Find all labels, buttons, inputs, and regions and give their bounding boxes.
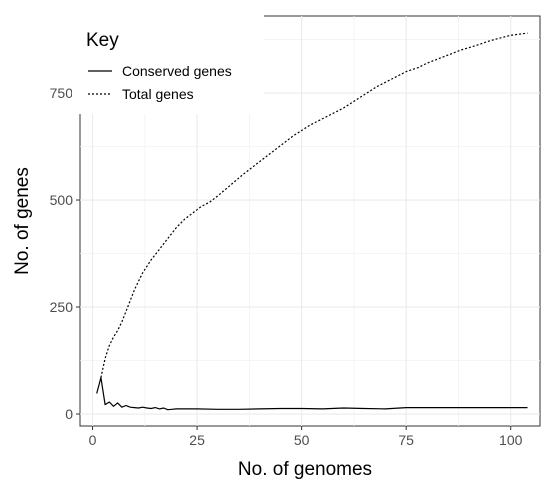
y-tick-label: 250 <box>50 299 74 315</box>
x-tick-label: 75 <box>398 432 414 448</box>
legend-background <box>72 14 264 114</box>
axes: 0 25 50 75 100 0 250 500 750 <box>50 85 523 448</box>
legend: Key Conserved genes Total genes <box>72 14 264 114</box>
legend-label-conserved: Conserved genes <box>122 63 232 79</box>
series-lines <box>96 32 528 411</box>
legend-label-total: Total genes <box>122 86 194 102</box>
legend-title: Key <box>86 30 119 51</box>
total-genes-line <box>100 32 528 378</box>
y-tick-label: 0 <box>65 406 73 422</box>
y-axis-title: No. of genes <box>12 167 33 275</box>
y-tick-label: 500 <box>50 192 74 208</box>
y-tick-label: 750 <box>50 85 74 101</box>
x-tick-label: 100 <box>499 432 523 448</box>
conserved-genes-line <box>96 377 528 411</box>
x-tick-label: 0 <box>89 432 97 448</box>
x-axis-title: No. of genomes <box>238 459 372 480</box>
x-tick-label: 50 <box>294 432 310 448</box>
x-tick-label: 25 <box>189 432 205 448</box>
